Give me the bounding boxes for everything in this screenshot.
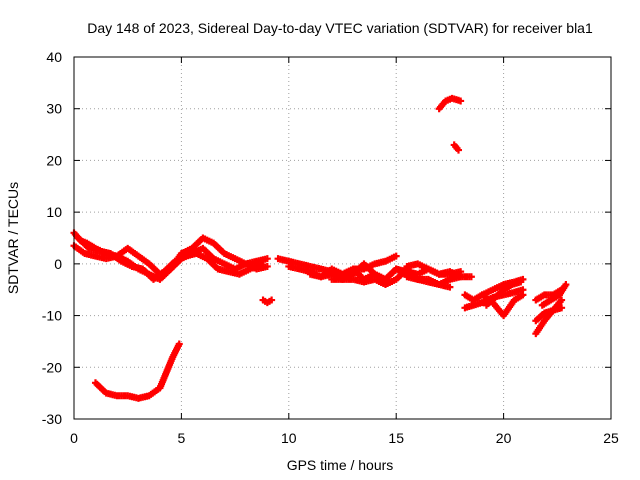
series-s3 — [74, 234, 265, 283]
series-s16 — [478, 291, 527, 320]
x-tick-label: 20 — [496, 430, 512, 446]
y-tick-label: -20 — [42, 359, 62, 375]
y-tick-label: -30 — [42, 411, 62, 427]
x-axis-label: GPS time / hours — [287, 457, 394, 473]
series-s4 — [91, 340, 183, 402]
data-point — [446, 283, 454, 291]
series-s11 — [403, 273, 454, 291]
x-tick-labels: 0 5 10 15 20 25 — [70, 430, 619, 446]
y-tick-label: 10 — [46, 204, 62, 220]
axis-ticks — [73, 56, 612, 420]
data-point — [558, 304, 566, 312]
plot-frame — [73, 56, 612, 420]
data-point — [519, 291, 527, 299]
data-point — [454, 146, 462, 154]
data-point — [268, 296, 276, 304]
y-tick-label: 0 — [54, 256, 62, 272]
data-point — [517, 278, 525, 286]
grid — [74, 57, 611, 419]
y-tick-label: 20 — [46, 152, 62, 168]
series-s12 — [435, 94, 465, 113]
x-tick-label: 5 — [178, 430, 186, 446]
x-tick-label: 10 — [281, 430, 297, 446]
series-s13 — [450, 141, 462, 154]
data-point — [392, 252, 400, 260]
data-point — [558, 296, 566, 304]
data-point — [263, 262, 271, 270]
data-point — [467, 273, 475, 281]
data-point — [257, 260, 265, 268]
data-points — [70, 94, 570, 402]
data-point — [457, 97, 465, 105]
series-s20 — [532, 304, 566, 325]
x-tick-label: 15 — [388, 430, 404, 446]
y-tick-labels: -30 -20 -10 0 10 20 30 40 — [42, 49, 62, 427]
series-s17 — [482, 278, 525, 309]
series-s5 — [259, 296, 276, 307]
series-s21 — [538, 281, 570, 309]
series-s10 — [403, 260, 475, 281]
x-tick-label: 25 — [603, 430, 619, 446]
y-axis-label: SDTVAR / TECUs — [5, 182, 21, 294]
data-point — [263, 255, 271, 263]
x-tick-label: 0 — [70, 430, 78, 446]
y-tick-label: 40 — [46, 49, 62, 65]
y-tick-label: -10 — [42, 308, 62, 324]
data-point — [175, 340, 183, 348]
data-point — [562, 281, 570, 289]
chart-title: Day 148 of 2023, Sidereal Day-to-day VTE… — [87, 20, 593, 36]
y-tick-label: 30 — [46, 101, 62, 117]
